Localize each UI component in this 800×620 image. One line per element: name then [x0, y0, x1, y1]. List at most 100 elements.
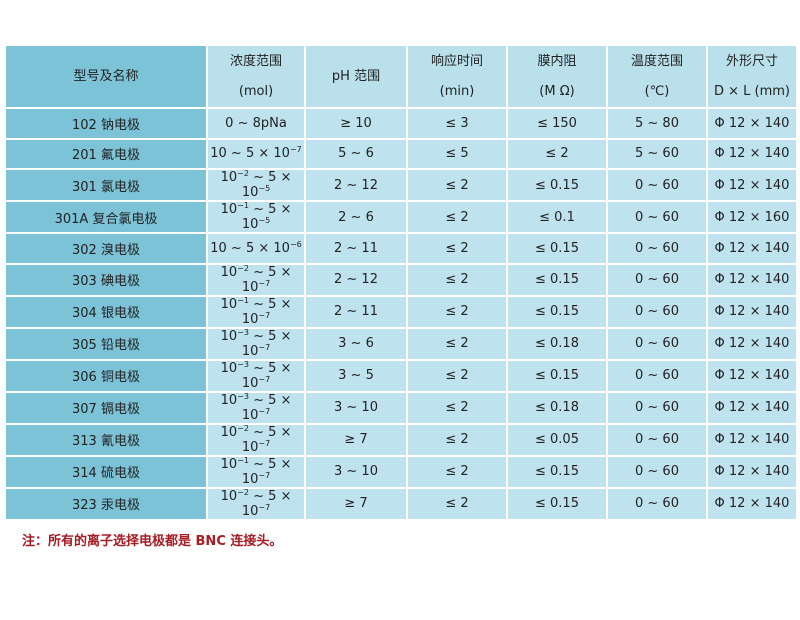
- column-header-name: 型号及名称: [6, 46, 206, 107]
- cell-size: Φ 12 × 140: [708, 139, 796, 168]
- cell-resp: ≤ 3: [408, 109, 506, 138]
- header-line2: D × L (mm): [713, 83, 790, 99]
- cell-resp: ≤ 2: [408, 488, 506, 519]
- conc-low: 10: [210, 146, 227, 162]
- cell-res: ≤ 0.15: [508, 296, 606, 327]
- conc-high-exponent: −5: [258, 216, 271, 225]
- conc-high: ~ 5 × 10: [226, 146, 290, 162]
- header-line2: (mol): [238, 83, 274, 99]
- header-line1: 型号及名称: [73, 68, 139, 84]
- cell-size: Φ 12 × 140: [708, 264, 796, 295]
- cell-temp: 0 ~ 60: [608, 202, 706, 232]
- electrode-spec-table: 型号及名称 浓度范围 (mol) pH 范围 响应时间 (min) 膜内阻 (M Ω) 温度范围…: [4, 44, 798, 521]
- cell-size: Φ 12 × 140: [708, 392, 796, 423]
- conc-high-exponent: −5: [258, 184, 271, 193]
- column-header-conc: 浓度范围 (mol): [208, 46, 304, 107]
- conc-low: 10: [220, 424, 238, 440]
- cell-name: 307 镉电极: [6, 392, 206, 423]
- table-row: 305 铅电极 10−3 ~ 5 × 10−7 3 ~ 6 ≤ 2 ≤ 0.18 0 ~ …: [6, 327, 796, 359]
- conc-high-exponent: −6: [289, 239, 302, 249]
- conc-low-exponent: −3: [237, 327, 249, 337]
- cell-resp: ≤ 2: [408, 296, 506, 327]
- cell-size: Φ 12 × 140: [708, 234, 796, 263]
- cell-temp: 0 ~ 60: [608, 170, 706, 200]
- cell-resp: ≤ 2: [408, 234, 506, 263]
- header-line2: (min): [439, 83, 475, 99]
- cell-size: Φ 12 × 140: [708, 360, 796, 391]
- cell-size: Φ 12 × 140: [708, 456, 796, 487]
- cell-conc: 10−3 ~ 5 × 10−7: [208, 391, 304, 423]
- cell-ph: 3 ~ 10: [306, 392, 406, 423]
- column-header-size: 外形尺寸 D × L (mm): [708, 46, 796, 107]
- cell-res: ≤ 0.1: [508, 202, 606, 232]
- cell-size: Φ 12 × 140: [708, 296, 796, 327]
- cell-conc: 10−3 ~ 5 × 10−7: [208, 360, 304, 391]
- table-row: 306 铜电极 10−3 ~ 5 × 10−7 3 ~ 5 ≤ 2 ≤ 0.15 0 ~ …: [6, 360, 796, 391]
- cell-conc: 10−2 ~ 5 × 10−7: [208, 487, 304, 519]
- table-row: 303 碘电极 10−2 ~ 5 × 10−7 2 ~ 12 ≤ 2 ≤ 0.15 0 ~…: [6, 264, 796, 295]
- cell-name: 301 氯电极: [6, 170, 206, 200]
- table-row: 302 溴电极 10 ~ 5 × 10−6 2 ~ 11 ≤ 2 ≤ 0.15 0 ~ 6…: [6, 234, 796, 263]
- header-line1: 浓度范围: [229, 53, 282, 69]
- conc-low: 10: [220, 392, 238, 408]
- cell-res: ≤ 0.18: [508, 392, 606, 423]
- conc-low: 10: [220, 202, 238, 217]
- cell-res: ≤ 0.15: [508, 360, 606, 391]
- cell-ph: 2 ~ 11: [306, 296, 406, 327]
- conc-high-exponent: −7: [289, 145, 302, 155]
- table-row: 313 氰电极 10−2 ~ 5 × 10−7 ≥ 7 ≤ 2 ≤ 0.05 0 ~ 60…: [6, 424, 796, 455]
- cell-resp: ≤ 2: [408, 328, 506, 359]
- cell-name: 301A 复合氯电极: [6, 202, 206, 232]
- cell-name: 201 氟电极: [6, 139, 206, 168]
- cell-res: ≤ 0.15: [508, 456, 606, 487]
- conc-low-exponent: −1: [237, 201, 249, 210]
- table-row: 301 氯电极 10−2 ~ 5 × 10−5 2 ~ 12 ≤ 2 ≤ 0.15 0 ~…: [6, 170, 796, 200]
- cell-ph: 3 ~ 6: [306, 328, 406, 359]
- table-header-row: 型号及名称 浓度范围 (mol) pH 范围 响应时间 (min) 膜内阻 (M Ω) 温度范围…: [6, 46, 796, 107]
- conc-high-exponent: −7: [258, 470, 271, 480]
- cell-resp: ≤ 2: [408, 360, 506, 391]
- conc-low-exponent: −3: [237, 391, 249, 401]
- cell-ph: 2 ~ 6: [306, 202, 406, 232]
- cell-conc: 10−1 ~ 5 × 10−7: [208, 296, 304, 327]
- cell-res: ≤ 0.15: [508, 488, 606, 519]
- conc-high-exponent: −7: [258, 406, 271, 416]
- cell-res: ≤ 0.15: [508, 264, 606, 295]
- conc-low: 10: [220, 170, 238, 185]
- conc-low-exponent: −2: [237, 487, 249, 497]
- conc-high: ~ 5 × 10: [226, 240, 290, 256]
- cell-conc: 10−2 ~ 5 × 10−5: [208, 170, 304, 200]
- header-line1: 温度范围: [630, 53, 683, 69]
- cell-temp: 0 ~ 60: [608, 234, 706, 263]
- conc-high: ~ 5 × 10: [241, 328, 292, 359]
- cell-temp: 0 ~ 60: [608, 328, 706, 359]
- conc-high: ~ 5 × 10: [241, 264, 292, 295]
- cell-res: ≤ 0.18: [508, 328, 606, 359]
- conc-high: ~ 5 × 10: [241, 296, 292, 327]
- cell-ph: ≥ 7: [306, 488, 406, 519]
- cell-name: 303 碘电极: [6, 264, 206, 295]
- cell-res: ≤ 2: [508, 139, 606, 168]
- conc-low: 10: [220, 264, 238, 280]
- cell-conc: 10 ~ 5 × 10−7: [208, 139, 304, 168]
- cell-name: 304 银电极: [6, 296, 206, 327]
- header-line1: 外形尺寸: [725, 53, 778, 69]
- conc-low-exponent: −2: [237, 169, 249, 178]
- cell-res: ≤ 0.15: [508, 170, 606, 200]
- cell-conc: 10 ~ 5 × 10−6: [208, 234, 304, 263]
- conc-low: 10: [220, 296, 238, 312]
- cell-ph: ≥ 10: [306, 109, 406, 138]
- cell-temp: 0 ~ 60: [608, 392, 706, 423]
- cell-size: Φ 12 × 140: [708, 328, 796, 359]
- cell-temp: 5 ~ 60: [608, 139, 706, 168]
- conc-high-exponent: −7: [258, 310, 271, 320]
- header-line2: (M Ω): [539, 83, 575, 99]
- conc-high-exponent: −7: [258, 438, 271, 448]
- table-row: 314 硫电极 10−1 ~ 5 × 10−7 3 ~ 10 ≤ 2 ≤ 0.15 0 ~…: [6, 456, 796, 487]
- cell-name: 313 氰电极: [6, 424, 206, 455]
- cell-resp: ≤ 2: [408, 264, 506, 295]
- conc-low: 10: [220, 328, 238, 344]
- table-row: 102 钠电极 0 ~ 8pNa ≥ 10 ≤ 3 ≤ 150 5 ~ 80 Φ 12 × …: [6, 109, 796, 138]
- cell-ph: 5 ~ 6: [306, 139, 406, 168]
- cell-name: 305 铅电极: [6, 328, 206, 359]
